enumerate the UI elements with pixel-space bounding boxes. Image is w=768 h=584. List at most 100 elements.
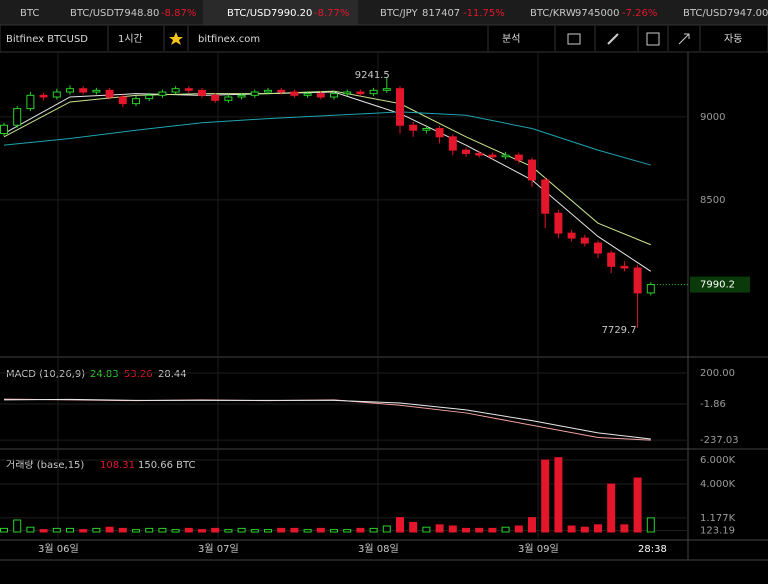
last-price-box [690, 276, 750, 293]
volume-bar [343, 529, 352, 533]
auto-button[interactable]: 자동 [724, 33, 742, 45]
candle-body [224, 96, 233, 101]
ticker-change: -8.87% [161, 8, 196, 19]
candle-body [607, 252, 616, 267]
chart-type-button[interactable] [567, 33, 581, 45]
ticker[interactable]: BTC/JPY 817407 -11.75% [380, 8, 505, 19]
candle-body [290, 91, 299, 96]
volume-bar [184, 527, 193, 533]
volume-bar [39, 529, 48, 533]
candle-body [409, 124, 418, 131]
volume-bar [26, 526, 35, 533]
candle-body [646, 284, 655, 294]
candle-body [237, 94, 246, 98]
candle-body [633, 267, 642, 294]
volume-bar [132, 529, 140, 533]
volume-bar [448, 525, 457, 533]
time-label: 28:38 [638, 544, 667, 555]
date-label: 3월 08일 [358, 543, 399, 555]
candle-body [145, 94, 154, 100]
candle-body [316, 93, 325, 98]
active-ticker-bg [203, 0, 358, 25]
symbol-select[interactable]: Bitfinex BTCUSD [6, 34, 88, 45]
analysis-button[interactable]: 분석 [502, 33, 520, 45]
volume-bar [620, 524, 629, 533]
macd-tick-label: -237.03 [700, 435, 739, 446]
volume-bar [382, 525, 391, 533]
candle-body [79, 88, 88, 93]
volume-bar [594, 524, 602, 533]
interval-select[interactable]: 1시간 [118, 33, 143, 45]
volume-tick-label: 123.19 [700, 526, 735, 537]
candle-body [39, 94, 48, 98]
candle-body [211, 94, 220, 101]
volume-bar [92, 527, 101, 533]
ticker[interactable]: BTC/USD 7990.20 -8.77% [227, 8, 349, 19]
volume-bar [0, 527, 8, 533]
volume-bar [211, 527, 220, 533]
volume-bar [250, 529, 259, 533]
volume-bar [66, 527, 74, 533]
volume-value: 150.66 BTC [138, 460, 196, 471]
favorite-star[interactable] [169, 32, 183, 45]
date-label: 3월 06일 [38, 543, 79, 555]
candle-body [422, 128, 431, 131]
volume-bar [567, 525, 576, 533]
price-tick-label: 8500 [700, 195, 725, 206]
volume-bar [224, 529, 233, 533]
candle-body [554, 212, 563, 234]
volume-bar [79, 529, 88, 533]
candle-body [594, 242, 602, 254]
volume-bar [237, 527, 246, 533]
macd-tick-label: 200.00 [700, 368, 735, 379]
candle-body [0, 124, 8, 135]
toolbar [0, 24, 768, 53]
ticker-symbol: BTC/USD [227, 8, 271, 19]
volume-bar [501, 526, 510, 533]
volume-bar [145, 527, 154, 533]
volume-value: 108.31 [100, 460, 135, 471]
candle-body [343, 91, 352, 95]
volume-bar [303, 529, 312, 533]
candle-body [250, 91, 259, 96]
ticker-symbol: BTC/USD [683, 8, 727, 19]
volume-bar [277, 527, 286, 533]
ticker[interactable]: BTC [20, 8, 39, 19]
ticker-bar [0, 0, 768, 25]
macd-line [3, 398, 651, 441]
candle-body [118, 96, 127, 105]
candle-body [105, 89, 114, 98]
volume-bar [171, 529, 180, 533]
volume-tick-label: 6.000K [700, 455, 736, 466]
indicator-button[interactable] [646, 32, 660, 46]
candle-body [171, 88, 180, 93]
ticker-price: 7948.80 [118, 8, 159, 19]
candle-body [435, 128, 444, 138]
volume-bar [633, 477, 642, 533]
volume-bar [118, 527, 127, 533]
candle-body [369, 89, 378, 95]
volume-bar [580, 526, 589, 533]
macd-value: 53.26 [124, 369, 153, 380]
candle-body [528, 159, 536, 181]
ticker[interactable]: BTC/USDT 7948.80 -8.87% [70, 8, 196, 19]
macd-value: 28.44 [158, 369, 187, 380]
volume-bar [264, 529, 272, 533]
volume-bar [409, 521, 418, 533]
fullscreen-button[interactable] [678, 33, 690, 45]
ticker-change: -8.77% [314, 8, 349, 19]
candle-body [541, 179, 550, 214]
ticker-price: 9745000 [575, 8, 620, 19]
ticker[interactable]: BTC/KRW 9745000 -7.26% [530, 8, 657, 19]
ticker[interactable]: BTC/USD 7947.00 [683, 8, 768, 19]
volume-bar [554, 457, 563, 533]
site-link[interactable]: bitfinex.com [198, 34, 260, 45]
candle-body [356, 91, 365, 95]
draw-button[interactable] [607, 33, 619, 45]
candle-body [514, 154, 523, 161]
moving-average [3, 91, 652, 272]
candle-body [303, 93, 312, 96]
volume-bar [462, 527, 470, 533]
ticker-price: 7990.20 [271, 8, 312, 19]
